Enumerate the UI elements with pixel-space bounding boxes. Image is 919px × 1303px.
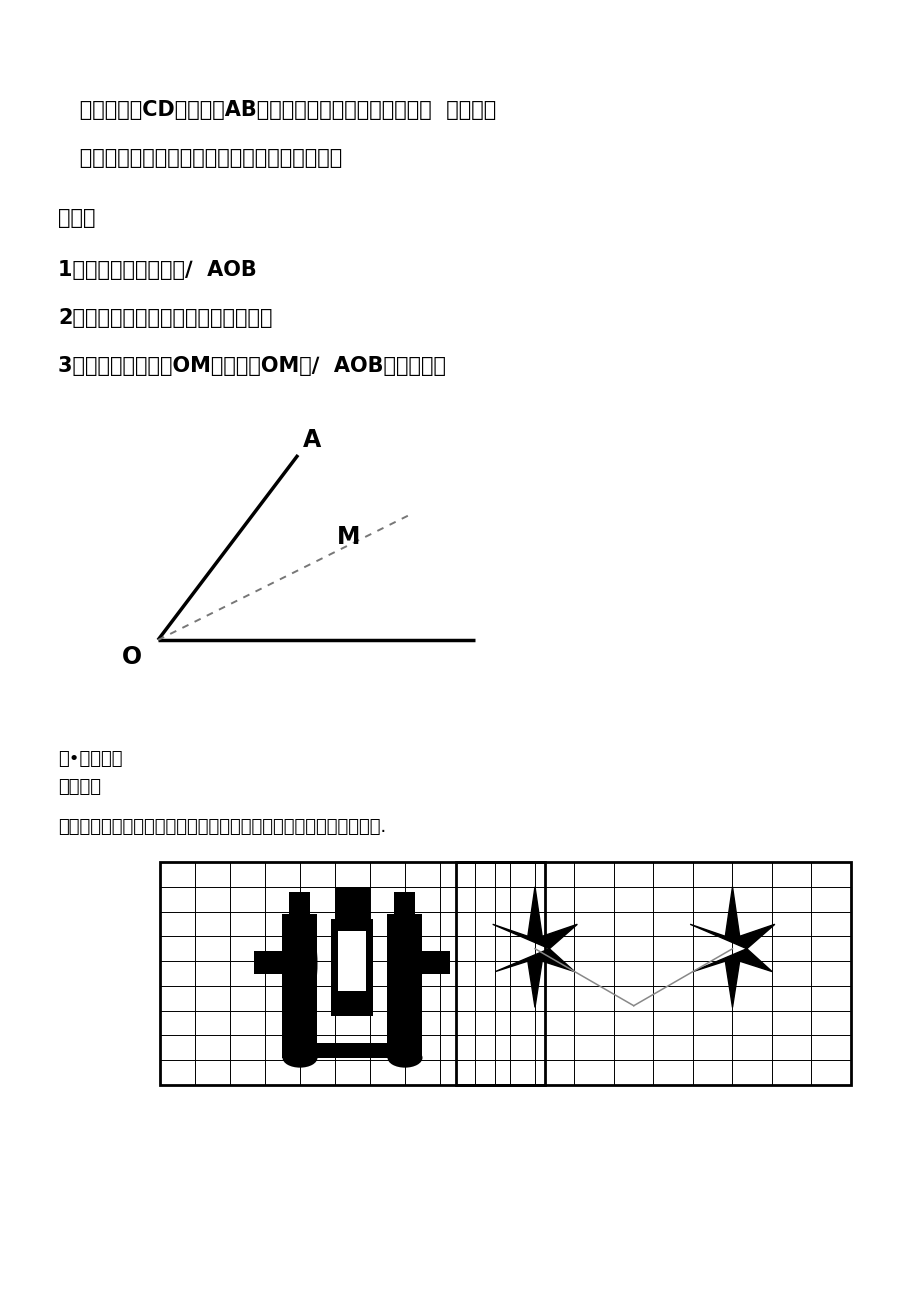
Bar: [387, 913, 422, 1015]
Bar: [335, 887, 369, 921]
Bar: [317, 1042, 387, 1058]
Ellipse shape: [387, 1048, 422, 1067]
Ellipse shape: [282, 1048, 317, 1067]
Text: A: A: [302, 427, 321, 452]
Text: 步骤：: 步骤：: [58, 208, 96, 228]
Text: 3、用直尺画出折痕OM看看射线OM与∕  AOB是什么关系: 3、用直尺画出折痕OM看看射线OM与∕ AOB是什么关系: [58, 356, 446, 377]
Bar: [456, 863, 850, 1085]
Text: 1、在准备好的纸上画∕  AOB: 1、在准备好的纸上画∕ AOB: [58, 261, 256, 280]
Ellipse shape: [282, 912, 317, 1015]
Bar: [255, 951, 282, 973]
Text: M: M: [336, 525, 359, 549]
Text: 2、对折这个角，使角的两边完全重合: 2、对折这个角，使角的两边完全重合: [58, 308, 272, 328]
Bar: [160, 863, 544, 1085]
Bar: [422, 951, 450, 973]
Bar: [282, 1011, 317, 1058]
Text: O: O: [121, 645, 142, 668]
Text: （二）角是轴对称图形吗？它的对称轴是什么？: （二）角是轴对称图形吗？它的对称轴是什么？: [58, 149, 342, 168]
Ellipse shape: [387, 912, 422, 1015]
Bar: [331, 919, 373, 1015]
Bar: [338, 932, 366, 990]
Polygon shape: [689, 887, 774, 1007]
Text: 试一试：: 试一试：: [58, 778, 101, 796]
Polygon shape: [493, 887, 577, 1007]
Bar: [289, 891, 311, 913]
Bar: [387, 1011, 422, 1058]
Bar: [394, 891, 415, 913]
Text: 三•寻求规律: 三•寻求规律: [58, 751, 122, 767]
Bar: [160, 863, 544, 1085]
Bar: [456, 863, 850, 1085]
Bar: [282, 913, 317, 1015]
Text: 如图所示，方格子内的两图形都是成轴对称的，请画出它们的对称轴.: 如图所示，方格子内的两图形都是成轴对称的，请画出它们的对称轴.: [58, 818, 386, 837]
Text: 如图：直线CD就是线段AB的垂直平分线，又可称为中垂线  试一试：: 如图：直线CD就是线段AB的垂直平分线，又可称为中垂线 试一试：: [58, 100, 495, 120]
